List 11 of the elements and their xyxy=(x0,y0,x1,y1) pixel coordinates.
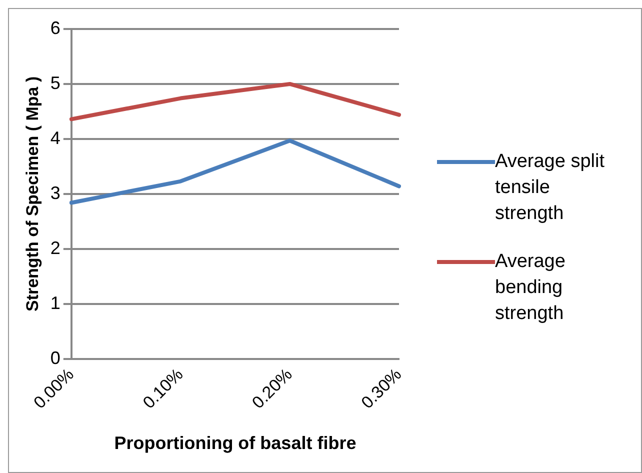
y-tick-label: 4 xyxy=(50,128,60,148)
y-tick-label: 6 xyxy=(50,18,60,38)
y-axis-title: Strength of Specimen ( Mpa ) xyxy=(22,76,42,312)
x-axis-title: Proportioning of basalt fibre xyxy=(114,433,356,454)
y-tick-label: 1 xyxy=(50,292,60,313)
legend-label: Average split tensile strength xyxy=(495,150,606,226)
y-tick-label: 5 xyxy=(50,72,60,93)
y-tick-label: 2 xyxy=(50,238,60,258)
y-tick-label: 0 xyxy=(50,348,60,368)
y-tick-label: 3 xyxy=(50,182,60,203)
legend-label: Average bending strength xyxy=(495,250,566,326)
